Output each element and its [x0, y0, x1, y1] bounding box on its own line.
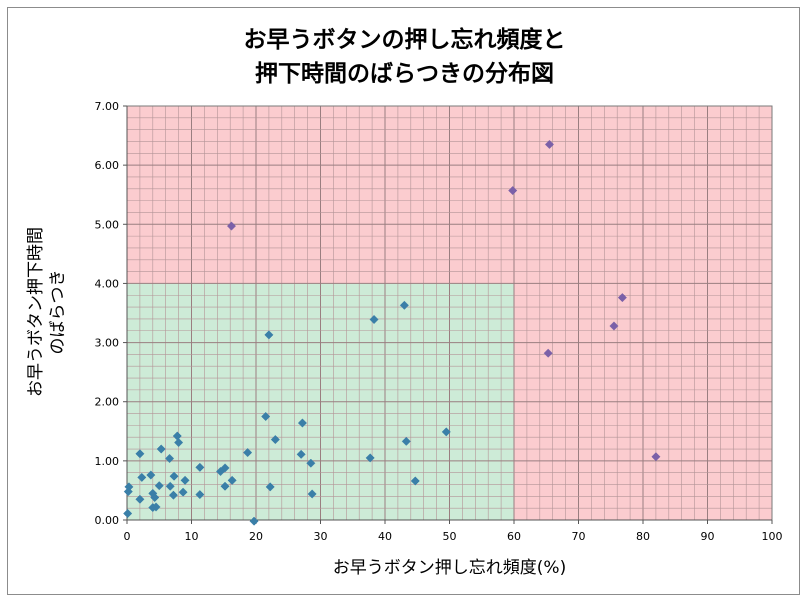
data-point [137, 472, 147, 482]
data-point [410, 476, 420, 486]
x-tick-label: 70 [572, 530, 586, 543]
data-point [441, 427, 451, 437]
data-point [195, 490, 205, 500]
data-point [195, 462, 205, 472]
y-tick-label: 5.00 [95, 218, 120, 231]
data-point [165, 453, 175, 464]
data-point [401, 436, 411, 446]
x-axis-label: お早うボタン押し忘れ頻度(%) [332, 558, 567, 578]
data-point [508, 186, 518, 196]
data-point [151, 502, 161, 512]
x-tick-label: 0 [124, 530, 131, 543]
y-tick-label: 2.00 [95, 396, 120, 409]
data-point [365, 453, 375, 463]
chart-title-line-1: お早うボタンの押し忘れ頻度と [243, 27, 566, 53]
data-point [651, 452, 661, 462]
data-point [249, 516, 259, 526]
x-tick-label: 20 [249, 530, 263, 543]
data-point [174, 437, 184, 448]
y-tick-label: 3.00 [95, 337, 120, 350]
data-point [265, 482, 275, 492]
data-point [178, 487, 188, 497]
y-tick-label: 6.00 [95, 159, 120, 172]
data-point [543, 348, 553, 358]
x-tick-label: 10 [185, 530, 199, 543]
x-tick-label: 90 [701, 530, 715, 543]
data-point [123, 508, 133, 519]
data-point [617, 293, 627, 303]
data-point [609, 321, 619, 331]
y-tick-label: 1.00 [95, 455, 120, 468]
y-axis-label-line-2: のばらつき [48, 269, 68, 355]
data-point [165, 481, 175, 491]
data-point [180, 475, 190, 485]
data-point [261, 411, 271, 422]
data-point [135, 449, 145, 459]
data-point [307, 489, 317, 499]
data-point [399, 300, 409, 310]
data-point [135, 494, 145, 504]
x-tick-label: 30 [314, 530, 328, 543]
x-tick-label: 100 [762, 530, 783, 543]
x-tick-label: 40 [378, 530, 392, 543]
data-point [146, 470, 156, 480]
data-point [264, 330, 274, 340]
data-point [297, 418, 307, 428]
y-tick-label: 7.00 [95, 100, 120, 113]
data-point [270, 435, 280, 445]
data-point [169, 471, 179, 481]
data-point [296, 449, 306, 459]
data-point [306, 458, 316, 468]
x-tick-label: 80 [636, 530, 650, 543]
data-point [227, 475, 237, 485]
data-point [154, 481, 164, 491]
data-point [156, 444, 166, 454]
data-point [220, 463, 230, 473]
chart-title-line-2: 押下時間のばらつきの分布図 [255, 61, 554, 87]
y-tick-label: 4.00 [95, 277, 120, 290]
data-point [544, 139, 555, 149]
data-point [226, 221, 237, 231]
data-point [124, 482, 134, 492]
x-tick-label: 60 [507, 530, 521, 543]
x-tick-label: 50 [443, 530, 457, 543]
y-axis-label-line-1: お早うボタン押下時間 [26, 227, 46, 397]
data-point [168, 490, 178, 500]
y-tick-label: 0.00 [95, 514, 120, 527]
data-point [220, 481, 230, 491]
data-point [150, 492, 160, 503]
data-point [369, 314, 379, 325]
data-point [243, 448, 253, 458]
